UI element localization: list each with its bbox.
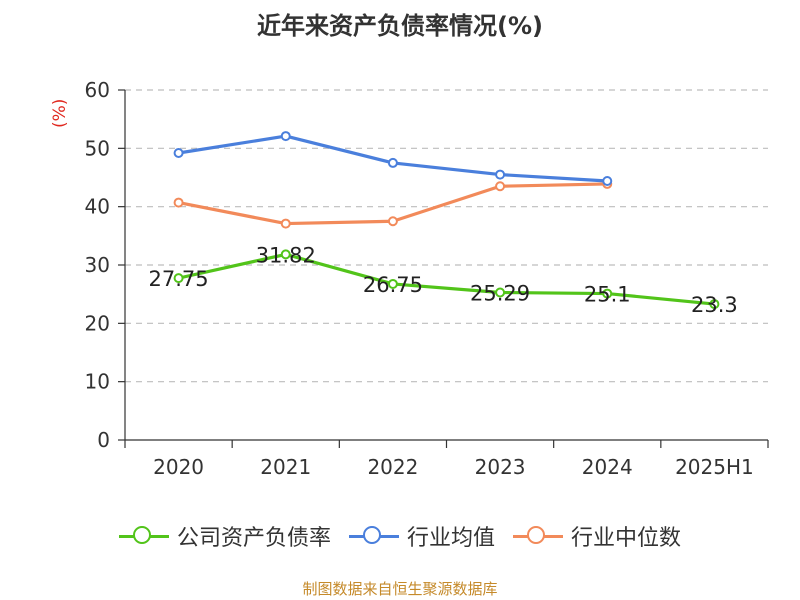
y-tick-label: 0 [97, 428, 110, 452]
legend-item[interactable]: 行业均值 [348, 520, 495, 552]
data-point [280, 218, 291, 229]
legend-item[interactable]: 行业中位数 [513, 520, 681, 552]
data-point [709, 299, 720, 310]
x-tick-label: 2025H1 [675, 455, 754, 479]
data-label: 25.1 [584, 283, 631, 307]
y-tick-label: 40 [85, 195, 110, 219]
data-label: 26.75 [363, 273, 423, 297]
legend: 公司资产负债率 行业均值 行业中位数 [0, 520, 800, 552]
data-point [173, 273, 184, 284]
x-tick-label: 2022 [367, 455, 418, 479]
data-point [387, 157, 398, 168]
line-chart: 0 10 20 30 40 50 60 2020 2021 2022 2023 2024 2025H1 2… [85, 78, 769, 479]
data-point [387, 278, 398, 289]
y-tick-label: 30 [85, 253, 110, 277]
chart-title: 近年来资产负债率情况(%) [257, 12, 543, 40]
y-tick-label: 20 [85, 311, 110, 335]
x-tick-label: 2021 [260, 455, 311, 479]
data-point [495, 287, 506, 298]
data-point [495, 181, 506, 192]
legend-label: 行业中位数 [571, 526, 682, 551]
y-tick-label: 50 [85, 136, 110, 160]
data-point [173, 148, 184, 158]
data-point [280, 131, 291, 142]
legend-marker-icon [348, 526, 399, 546]
data-label: 27.75 [149, 267, 209, 291]
data-source-note: 制图数据来自恒生聚源数据库 [302, 580, 498, 598]
data-label: 23.3 [691, 293, 738, 317]
data-point [173, 197, 184, 208]
data-point [602, 288, 613, 299]
legend-label: 公司资产负债率 [176, 526, 331, 551]
x-tick-label: 2023 [475, 455, 526, 479]
legend-label: 行业均值 [406, 526, 495, 551]
data-point [495, 169, 506, 180]
y-tick-label: 60 [85, 78, 110, 102]
data-point [602, 176, 613, 186]
y-tick-label: 10 [85, 370, 110, 394]
legend-marker-icon [118, 526, 169, 546]
data-point [280, 249, 291, 260]
x-tick-label: 2020 [153, 455, 204, 479]
series-line-0 [178, 252, 715, 306]
legend-marker-icon [513, 526, 563, 546]
x-tick-label: 2024 [582, 455, 633, 479]
data-label: 31.82 [256, 243, 316, 267]
data-point [387, 216, 398, 227]
legend-item[interactable]: 公司资产负债率 [118, 520, 331, 552]
data-label: 25.29 [470, 281, 530, 305]
